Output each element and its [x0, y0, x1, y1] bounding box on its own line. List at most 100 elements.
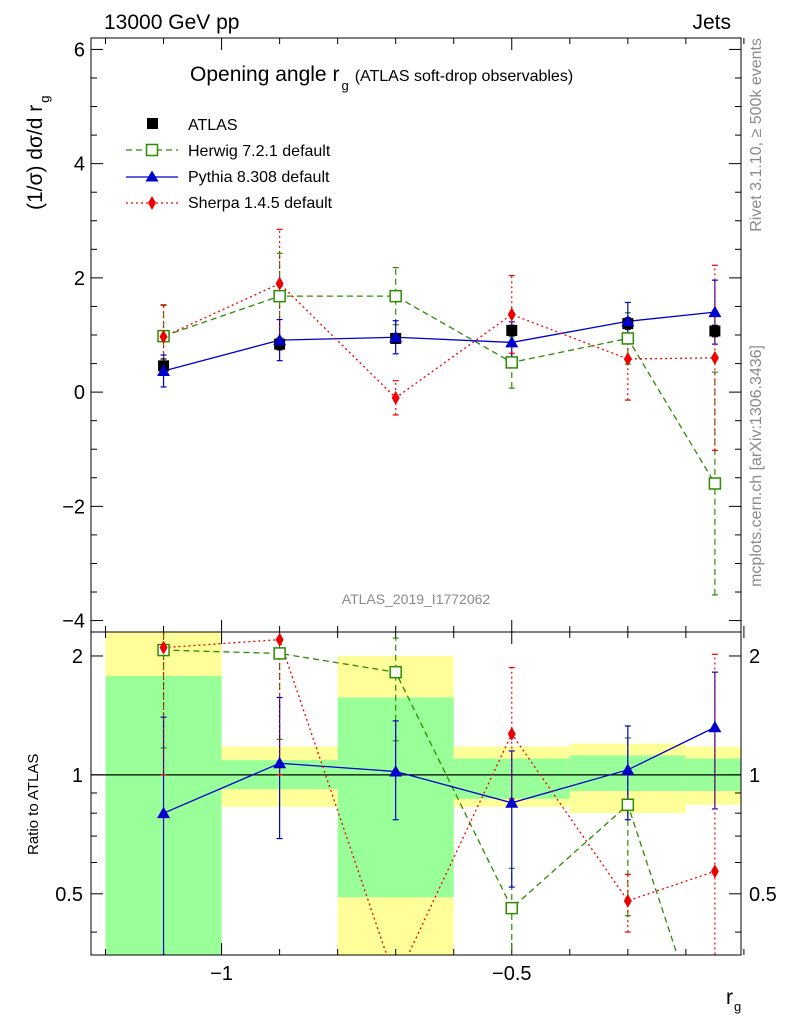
- ratio-series-layer: [157, 632, 722, 955]
- main-point-sherpa: [507, 307, 516, 322]
- header-category-label: Jets: [692, 11, 731, 34]
- ratio-point-sherpa: [623, 893, 632, 908]
- legend-entry-herwig: Herwig 7.2.1 default: [126, 143, 331, 160]
- ratio-point-pythia: [708, 720, 722, 733]
- ratio-point-herwig: [621, 798, 635, 812]
- mcplots-credit-label: mcplots.cern.ch [arXiv:1306.3436]: [748, 345, 765, 587]
- ratio-uncertainty-bands: [105, 632, 741, 955]
- main-point-pythia: [273, 333, 287, 346]
- legend-label-sherpa: Sherpa 1.4.5 default: [188, 195, 333, 212]
- ratio-point-pythia: [621, 763, 635, 775]
- analysis-id-label: ATLAS_2019_I1772062: [342, 591, 491, 607]
- main-errorbar-sherpa: [392, 380, 399, 416]
- legend-entry-atlas: ATLAS: [147, 117, 238, 134]
- legend-entry-pythia: Pythia 8.308 default: [126, 169, 330, 186]
- y-tick-label: −2: [62, 496, 85, 518]
- y-tick-label: 2: [74, 268, 85, 290]
- main-point-herwig: [505, 356, 519, 369]
- x-axis-label: rg: [726, 986, 741, 1014]
- ratio-errorbar-sherpa: [711, 653, 718, 955]
- ratio-point-sherpa: [275, 632, 284, 647]
- ratio-y-tick-label-right: 2: [749, 646, 760, 668]
- y-tick-label: 4: [74, 154, 85, 176]
- x-tick-label: −0.5: [492, 963, 531, 985]
- ratio-point-sherpa: [507, 726, 516, 741]
- ratio-point-herwig: [273, 647, 286, 660]
- ratio-errorbar-sherpa: [276, 632, 283, 776]
- ratio-point-sherpa: [159, 640, 168, 655]
- ratio-point-pythia: [273, 756, 287, 769]
- main-panel: −4 −2 0 2 4 6 ATLAS_2019_I1772062 Opening ang…: [62, 37, 745, 633]
- ratio-point-pythia: [505, 796, 519, 808]
- ratio-panel: −1 −0.5 0.5 0.5 1 1 2 2: [55, 631, 777, 985]
- main-point-herwig: [708, 477, 722, 490]
- main-line-sherpa: [163, 282, 715, 399]
- main-point-sherpa: [391, 390, 400, 405]
- main-point-herwig: [621, 332, 635, 345]
- ratio-errorbar-pythia: [160, 716, 167, 955]
- data-point: [709, 325, 721, 337]
- x-tick-label: −1: [210, 963, 233, 985]
- main-point-pythia: [708, 305, 722, 318]
- y-tick-label: −4: [62, 611, 85, 633]
- data-point: [506, 324, 518, 336]
- chart-title-subscript: g: [341, 78, 348, 93]
- ratio-y-axis-label: Ratio to ATLAS: [25, 754, 42, 855]
- y-axis-label-subscript: g: [37, 95, 52, 102]
- y-axis-label: (1/σ) dσ/d r g: [24, 95, 52, 210]
- rivet-version-label: Rivet 3.1.10, ≥ 500k events: [748, 38, 765, 232]
- ratio-point-pythia: [157, 806, 171, 819]
- ratio-line-pythia: [163, 726, 716, 814]
- x-axis-label-subscript: g: [734, 999, 741, 1014]
- legend-label-atlas: ATLAS: [188, 117, 238, 134]
- x-axis-label-text: r: [726, 986, 733, 1009]
- legend-marker-atlas: [147, 118, 158, 129]
- chart-title-suffix: (ATLAS soft-drop observables): [355, 68, 573, 85]
- ratio-errorbar-sherpa: [624, 873, 631, 933]
- main-point-sherpa: [623, 351, 632, 366]
- ratio-line-sherpa: [163, 638, 716, 955]
- main-point-pythia: [505, 335, 519, 348]
- main-point-herwig: [389, 289, 402, 303]
- main-point-herwig: [273, 289, 286, 303]
- ratio-point-sherpa: [710, 864, 719, 879]
- legend-marker-pythia: [145, 170, 159, 182]
- main-point-sherpa: [159, 329, 168, 344]
- main-point-pythia: [389, 330, 403, 343]
- main-point-sherpa: [275, 276, 284, 291]
- svg-text:(1/σ) dσ/d rg: (1/σ) dσ/d r g: [24, 95, 52, 210]
- ratio-y-tick-label-right: 1: [749, 765, 760, 787]
- chart-title-text: Opening angle r: [190, 63, 339, 86]
- ratio-y-tick-label: 1: [72, 765, 83, 787]
- y-axis-label-text: (1/σ) dσ/d r: [24, 105, 47, 210]
- legend-entry-sherpa: Sherpa 1.4.5 default: [126, 195, 333, 212]
- ratio-y-tick-label: 0.5: [55, 884, 83, 906]
- legend-marker-sherpa: [148, 196, 156, 210]
- ratio-line-herwig: [163, 649, 678, 955]
- ratio-point-pythia: [389, 764, 403, 777]
- main-point-pythia: [157, 364, 171, 376]
- main-errorbar-sherpa: [508, 275, 515, 354]
- ratio-point-herwig: [389, 665, 402, 679]
- main-axis-ticks: −4 −2 0 2 4 6: [62, 38, 745, 633]
- ratio-y-tick-label: 2: [72, 646, 83, 668]
- legend: ATLAS Herwig 7.2.1 default Pythia 8.308 …: [126, 117, 333, 212]
- ratio-point-herwig: [505, 901, 519, 915]
- main-point-sherpa: [710, 350, 719, 365]
- legend-label-pythia: Pythia 8.308 default: [188, 169, 330, 186]
- legend-label-herwig: Herwig 7.2.1 default: [188, 143, 331, 160]
- main-line-herwig: [163, 295, 716, 484]
- y-tick-label: 6: [74, 39, 85, 61]
- header-process-label: 13000 GeV pp: [104, 11, 239, 34]
- ratio-y-tick-label-right: 0.5: [749, 884, 777, 906]
- ratio-axis-ticks: −1 −0.5 0.5 0.5 1 1 2 2: [55, 632, 777, 985]
- main-line-pythia: [163, 311, 715, 372]
- y-tick-label: 0: [74, 382, 85, 404]
- main-series-layer: [157, 228, 722, 596]
- ratio-errorbar-sherpa: [160, 632, 167, 776]
- ratio-panel-frame: [90, 631, 742, 956]
- legend-marker-herwig: [145, 143, 159, 157]
- main-point-pythia: [621, 314, 635, 327]
- chart-title: Opening angle r g (ATLAS soft-drop observa…: [190, 63, 573, 93]
